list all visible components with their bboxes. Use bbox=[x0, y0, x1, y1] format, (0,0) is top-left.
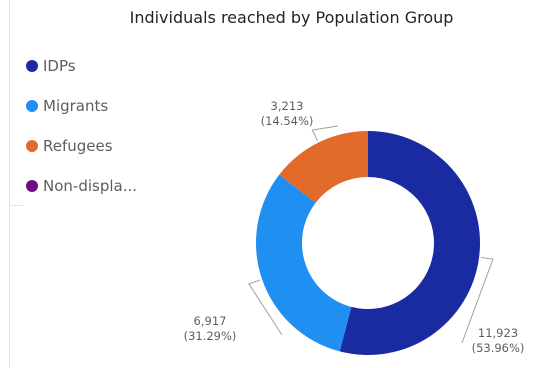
donut-slice-idps[interactable] bbox=[339, 131, 480, 355]
legend-item-non-displaced[interactable]: Non-displa... bbox=[26, 166, 226, 206]
data-label-value-migrants: 6,917 bbox=[194, 314, 227, 328]
leader-line-migrants bbox=[248, 279, 283, 336]
leader-line-refugees bbox=[311, 125, 339, 141]
legend-label-migrants: Migrants bbox=[43, 97, 109, 115]
legend-item-migrants[interactable]: Migrants bbox=[26, 86, 226, 126]
leader-line-idps bbox=[461, 257, 494, 344]
data-label-value-idps: 11,923 bbox=[478, 326, 518, 340]
data-label-percent-refugees: (14.54%) bbox=[261, 114, 314, 128]
legend-swatch-refugees bbox=[26, 140, 38, 152]
legend-item-refugees[interactable]: Refugees bbox=[26, 126, 226, 166]
legend-label-refugees: Refugees bbox=[43, 137, 113, 155]
chart-title: Individuals reached by Population Group bbox=[129, 8, 454, 27]
panel-divider bbox=[9, 205, 23, 206]
legend-label-idps: IDPs bbox=[43, 57, 76, 75]
donut-slice-refugees[interactable] bbox=[279, 131, 368, 203]
chart-legend: IDPs Migrants Refugees Non-displa... bbox=[26, 46, 226, 206]
panel-left-border bbox=[9, 0, 10, 368]
legend-swatch-migrants bbox=[26, 100, 38, 112]
donut-slice-migrants[interactable] bbox=[255, 174, 352, 352]
data-label-percent-migrants: (31.29%) bbox=[184, 329, 237, 343]
legend-swatch-idps bbox=[26, 60, 38, 72]
data-label-value-refugees: 3,213 bbox=[271, 99, 304, 113]
data-label-percent-idps: (53.96%) bbox=[472, 341, 525, 355]
legend-swatch-non-displaced bbox=[26, 180, 38, 192]
legend-item-idps[interactable]: IDPs bbox=[26, 46, 226, 86]
legend-label-non-displaced: Non-displa... bbox=[43, 177, 138, 195]
